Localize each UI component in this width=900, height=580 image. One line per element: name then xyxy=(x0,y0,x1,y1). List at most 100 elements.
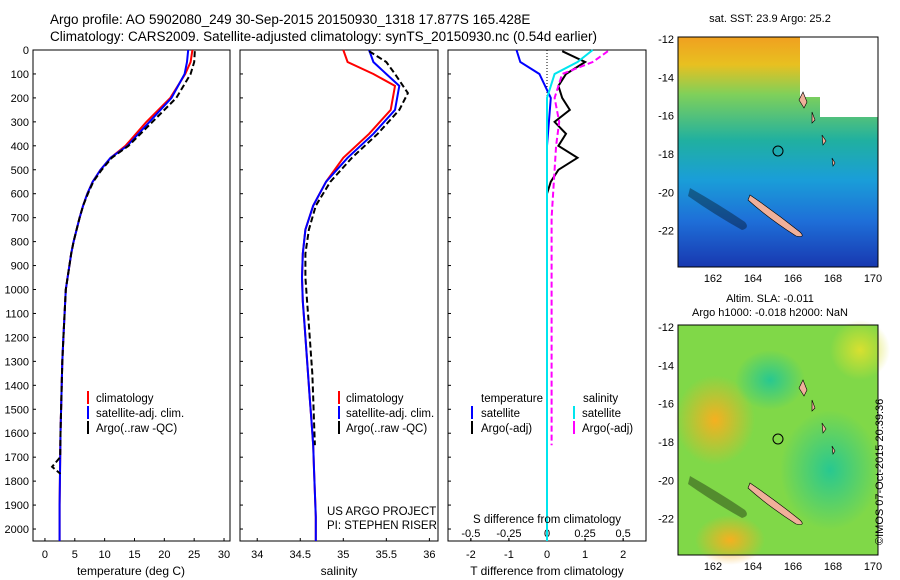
salinity-axis-label: salinity xyxy=(321,564,358,578)
temperature-legend: climatology satellite-adj. clim. Argo(..… xyxy=(87,391,184,435)
temperature-tick-label: 0 xyxy=(42,549,48,561)
profile-lines xyxy=(50,49,609,541)
depth-tick-label: 1600 xyxy=(5,428,29,440)
latitude-tick-label: -14 xyxy=(658,72,674,84)
difference-legend: temperature satellite Argo(-adj) salinit… xyxy=(471,393,633,435)
longitude-tick-label: 170 xyxy=(864,273,882,285)
island-outline xyxy=(688,188,747,230)
salinity-tick-label: 34 xyxy=(251,549,263,561)
depth-tick-label: 1400 xyxy=(5,380,29,392)
depth-tick-label: 1100 xyxy=(5,308,29,320)
sst-map-frame xyxy=(677,36,879,268)
legend-label-satellite: satellite-adj. clim. xyxy=(346,408,434,420)
s-difference-tick-label: -0.25 xyxy=(496,528,521,540)
vanuatu-islands xyxy=(798,91,836,167)
legend-temperature-title: temperature xyxy=(481,393,543,405)
salinity-plot-frame xyxy=(239,49,439,542)
latitude-tick-label: -14 xyxy=(658,360,674,372)
depth-axis: 0 100 200 300 400 500 600 700 800 900 1000 1100 1200… xyxy=(5,45,451,536)
longitude-tick-label: 170 xyxy=(864,561,882,573)
latitude-tick-label: -20 xyxy=(658,187,674,199)
latitude-tick-label: -22 xyxy=(658,226,674,238)
depth-tick-label: 700 xyxy=(11,213,29,225)
depth-tick-label: 500 xyxy=(11,165,29,177)
pi-note: PI: STEPHEN RISER xyxy=(327,520,437,532)
salinity-tick-label: 35 xyxy=(337,549,349,561)
depth-tick-label: 1700 xyxy=(5,452,29,464)
new-caledonia-island xyxy=(747,194,803,237)
depth-tick-label: 1800 xyxy=(5,476,29,488)
series-line-temperature-argo-adj- xyxy=(546,50,588,482)
header-line-2: Climatology: CARS2009. Satellite-adjuste… xyxy=(50,29,598,44)
series-line-climatology xyxy=(58,49,194,541)
temperature-tick-label: 20 xyxy=(158,549,170,561)
sla-high-anomaly xyxy=(675,375,755,465)
latitude-tick-label: -18 xyxy=(658,437,674,449)
depth-tick-label: 1500 xyxy=(5,404,29,416)
temperature-tick-label: 15 xyxy=(128,549,140,561)
t-difference-tick-label: 2 xyxy=(620,549,626,561)
series-line-temperature-satellite xyxy=(515,49,552,541)
legend-label-argo: Argo(..raw -QC) xyxy=(346,423,427,435)
argo-position-marker xyxy=(772,433,784,445)
island-outline xyxy=(688,476,747,518)
series-line-argo-raw-qc- xyxy=(304,50,410,446)
new-caledonia-island xyxy=(747,482,803,525)
t-difference-tick-label: -2 xyxy=(466,549,476,561)
legend-label-climatology: climatology xyxy=(96,393,154,405)
depth-tick-label: 100 xyxy=(11,69,29,81)
sla-map-title-2: Argo h1000: -0.018 h2000: NaN xyxy=(692,307,848,319)
temperature-plot-frame xyxy=(32,49,231,542)
sla-high-anomaly xyxy=(695,515,765,565)
imos-timestamp: ©IMOS 07-Oct-2015 20:39:36 xyxy=(874,398,886,545)
depth-tick-label: 1300 xyxy=(5,356,29,368)
sst-lat-axis: -12 -14 -16 -18 -20 -22 xyxy=(658,34,674,238)
temperature-tick-label: 10 xyxy=(99,549,111,561)
sla-lat-axis: -12 -14 -16 -18 -20 -22 xyxy=(658,322,674,526)
latitude-tick-label: -12 xyxy=(658,34,674,46)
latitude-tick-label: -18 xyxy=(658,149,674,161)
sst-map: -12 -14 -16 -18 -20 -22 162 164 166 168 170 xyxy=(658,34,882,285)
longitude-tick-label: 166 xyxy=(784,561,802,573)
latitude-tick-label: -20 xyxy=(658,475,674,487)
sst-lon-axis: 162 164 166 168 170 xyxy=(704,273,882,285)
series-line-salinity-satellite xyxy=(546,49,594,541)
depth-tick-label: 1000 xyxy=(5,285,29,297)
legend-label-climatology: climatology xyxy=(346,393,404,405)
sla-map-title-1: Altim. SLA: -0.011 xyxy=(726,293,814,305)
depth-tick-label: 0 xyxy=(23,45,29,57)
s-difference-tick-label: 0.5 xyxy=(616,528,631,540)
legend-salinity-title: salinity xyxy=(583,393,618,405)
t-difference-tick-label: 0 xyxy=(544,549,550,561)
longitude-tick-label: 168 xyxy=(824,273,842,285)
legend-label-satellite: satellite-adj. clim. xyxy=(96,408,184,420)
depth-tick-label: 1200 xyxy=(5,332,29,344)
header-line-1: Argo profile: AO 5902080_249 30-Sep-2015… xyxy=(50,12,531,27)
depth-tick-label: 900 xyxy=(11,261,29,273)
sla-neutral-anomaly xyxy=(830,320,890,380)
depth-tick-label: 2000 xyxy=(5,524,29,536)
sla-lon-axis: 162 164 166 168 170 xyxy=(704,561,882,573)
temperature-tick-label: 30 xyxy=(218,549,230,561)
s-difference-tick-label: 0.25 xyxy=(574,528,595,540)
depth-tick-label: 1900 xyxy=(5,500,29,512)
sst-missing-data xyxy=(820,97,878,117)
t-difference-tick-label: -1 xyxy=(504,549,514,561)
longitude-tick-label: 162 xyxy=(704,561,722,573)
latitude-tick-label: -12 xyxy=(658,322,674,334)
longitude-tick-label: 166 xyxy=(784,273,802,285)
series-line-salinity-argo-adj- xyxy=(550,50,609,446)
depth-tick-label: 800 xyxy=(11,237,29,249)
legend-label-s-satellite: satellite xyxy=(582,408,621,420)
legend-label-t-argo: Argo(-adj) xyxy=(481,423,532,435)
salinity-tick-label: 34.5 xyxy=(290,549,311,561)
series-line-satellite-adj-clim- xyxy=(300,49,401,541)
difference-axis-label: T difference from climatology xyxy=(470,564,624,578)
depth-tick-label: 200 xyxy=(11,93,29,105)
depth-tick-label: 300 xyxy=(11,117,29,129)
salinity-legend: climatology satellite-adj. clim. Argo(..… xyxy=(327,391,437,532)
project-note: US ARGO PROJECT xyxy=(327,506,436,518)
argo-position-marker xyxy=(772,145,784,157)
